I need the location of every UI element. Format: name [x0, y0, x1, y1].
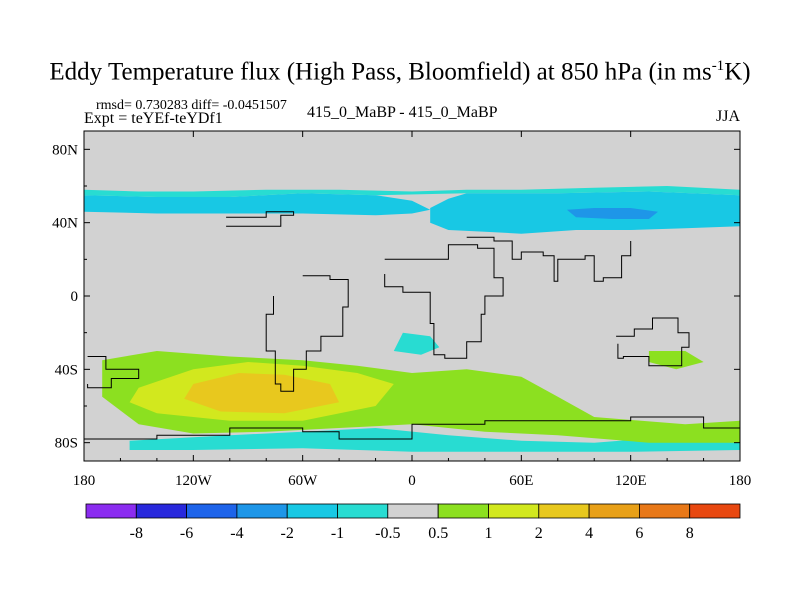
contour-field — [84, 131, 741, 461]
colorbar-label: -2 — [281, 525, 294, 542]
coastline-2 — [384, 244, 504, 359]
y-tick-label: 0 — [71, 289, 79, 305]
x-tick-label: 0 — [408, 473, 416, 489]
y-tick-label: 40S — [55, 362, 78, 378]
contour-south-pacific-cyan-patch — [393, 332, 440, 355]
center-label: 415_0_MaBP - 415_0_MaBP — [307, 104, 498, 121]
colorbar-label: -6 — [180, 525, 193, 542]
colorbar-label: 4 — [585, 525, 593, 542]
colorbar-label: -8 — [130, 525, 143, 542]
coastline-0 — [226, 211, 295, 227]
y-tick-label: 80S — [55, 436, 78, 452]
colorbar-box — [437, 503, 489, 519]
x-tick-label: 120E — [615, 473, 647, 489]
colorbar-box — [85, 503, 137, 519]
colorbar-box — [286, 503, 338, 519]
colorbar-label: 2 — [535, 525, 543, 542]
colorbar-box — [588, 503, 640, 519]
coastline-3 — [466, 236, 632, 282]
colorbar-box — [186, 503, 238, 519]
coastline-outlines — [84, 211, 741, 440]
axes: 180 120W 60W 0 60E 120E 180 80N 40N 0 40S 80S — [52, 131, 751, 489]
x-tick-label: 180 — [73, 473, 96, 489]
colorbar-box — [689, 503, 741, 519]
colorbar-box — [488, 503, 540, 519]
colorbar-box — [135, 503, 188, 519]
stats-text: rmsd= 0.730283 diff= -0.0451507 — [96, 98, 287, 113]
colorbar-label: -4 — [230, 525, 243, 542]
x-tick-label: 60E — [509, 473, 533, 489]
x-tick-label: 60W — [288, 473, 318, 489]
contour-southern-orange-core — [184, 373, 340, 414]
y-tick-label: 40N — [52, 216, 78, 232]
x-tick-label: 180 — [729, 473, 752, 489]
coastline-5 — [84, 416, 741, 440]
contour-northern-strong-core — [566, 208, 658, 219]
contour-northern-midlatitude-band — [84, 193, 431, 216]
x-tick-label: 120W — [175, 473, 213, 489]
coastline-6 — [87, 356, 140, 389]
colorbar-box — [337, 503, 389, 519]
colorbar-label: 1 — [485, 525, 493, 542]
chart-title: Eddy Temperature flux (High Pass, Bloomf… — [49, 58, 751, 86]
colorbar-box — [538, 503, 590, 519]
coastline-1 — [265, 275, 349, 392]
contour-southern-cyan-lower — [129, 428, 741, 452]
season-label: JJA — [715, 108, 740, 125]
experiment-label: Expt = teYEf-teYDf1 — [84, 110, 223, 127]
colorbar-label: -1 — [331, 525, 344, 542]
colorbar-box — [236, 503, 288, 519]
contour-southwest-pacific-green — [648, 351, 704, 370]
colorbar-box — [387, 503, 439, 519]
colorbar-label: 6 — [635, 525, 643, 542]
coastline-4 — [616, 317, 690, 367]
y-tick-label: 80N — [52, 142, 78, 158]
colorbar-label: -0.5 — [375, 525, 400, 542]
colorbar-box — [639, 503, 691, 519]
contour-northern-band-west-cyan — [84, 186, 740, 197]
colorbar-label: 8 — [686, 525, 694, 542]
colorbar: -8 -6 -4 -2 -1 -0.5 0.5 1 2 4 6 8 — [85, 503, 741, 542]
colorbar-label: 0.5 — [428, 525, 448, 542]
